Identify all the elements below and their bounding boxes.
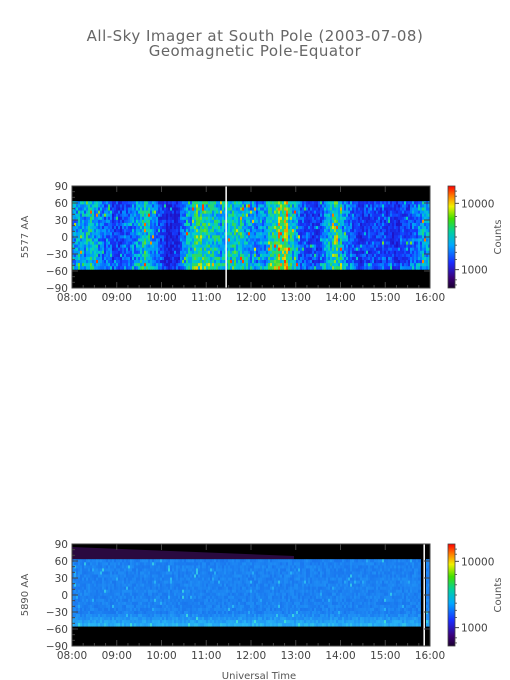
heatmap-band — [72, 201, 431, 270]
colorbar-tick-label: 1000 — [461, 265, 488, 277]
y-tick-label: 30 — [55, 573, 68, 585]
colorbar — [447, 543, 456, 647]
x-tick-label: 09:00 — [102, 650, 132, 662]
data-gap-marker — [225, 186, 227, 288]
heatmap-band — [72, 547, 431, 627]
colorbar-tick-label: 1000 — [461, 623, 488, 635]
x-tick-label: 15:00 — [370, 650, 400, 662]
x-tick-label: 15:00 — [370, 292, 400, 304]
x-tick-label: 13:00 — [281, 292, 311, 304]
x-tick-label: 14:00 — [325, 650, 355, 662]
y-tick-label: 90 — [55, 181, 68, 193]
colorbar-tick-label: 10000 — [461, 198, 494, 210]
x-tick-label: 10:00 — [146, 292, 176, 304]
colorbar-tick-label: 10000 — [461, 556, 494, 568]
y-tick-label: −60 — [46, 624, 68, 636]
x-tick-label: 16:00 — [415, 292, 445, 304]
y-tick-label: −60 — [46, 266, 68, 278]
y-tick-label: 60 — [55, 198, 68, 210]
x-tick-label: 12:00 — [236, 292, 266, 304]
x-axis-label: Universal Time — [222, 671, 296, 680]
x-tick-label: 09:00 — [102, 292, 132, 304]
haze-region — [72, 547, 294, 560]
heatmap-cells — [72, 201, 431, 270]
x-tick-label: 16:00 — [415, 650, 445, 662]
y-tick-label: 30 — [55, 215, 68, 227]
y-tick-label: 60 — [55, 556, 68, 568]
y-axis-label: 5890 AA — [20, 574, 31, 617]
x-tick-label: 13:00 — [281, 650, 311, 662]
x-tick-label: 12:00 — [236, 650, 266, 662]
y-tick-label: −30 — [46, 249, 68, 261]
y-tick-label: 0 — [61, 590, 68, 602]
chart-title: All-Sky Imager at South Pole (2003-07-08… — [86, 27, 424, 45]
y-axis-label: 5577 AA — [20, 216, 31, 259]
colorbar-label: Counts — [493, 578, 504, 613]
y-tick-label: −30 — [46, 607, 68, 619]
y-tick-label: 90 — [55, 539, 68, 551]
colorbar — [447, 185, 456, 289]
x-tick-label: 11:00 — [191, 650, 221, 662]
colorbar-label: Counts — [493, 220, 504, 255]
x-tick-label: 10:00 — [146, 650, 176, 662]
heatmap-cells — [72, 559, 431, 627]
y-tick-label: −90 — [46, 283, 68, 295]
chart-subtitle: Geomagnetic Pole-Equator — [148, 42, 362, 60]
y-tick-label: −90 — [46, 641, 68, 653]
x-tick-label: 11:00 — [191, 292, 221, 304]
x-tick-label: 08:00 — [57, 292, 87, 304]
y-tick-label: 0 — [61, 232, 68, 244]
x-tick-label: 14:00 — [325, 292, 355, 304]
x-tick-label: 08:00 — [57, 650, 87, 662]
